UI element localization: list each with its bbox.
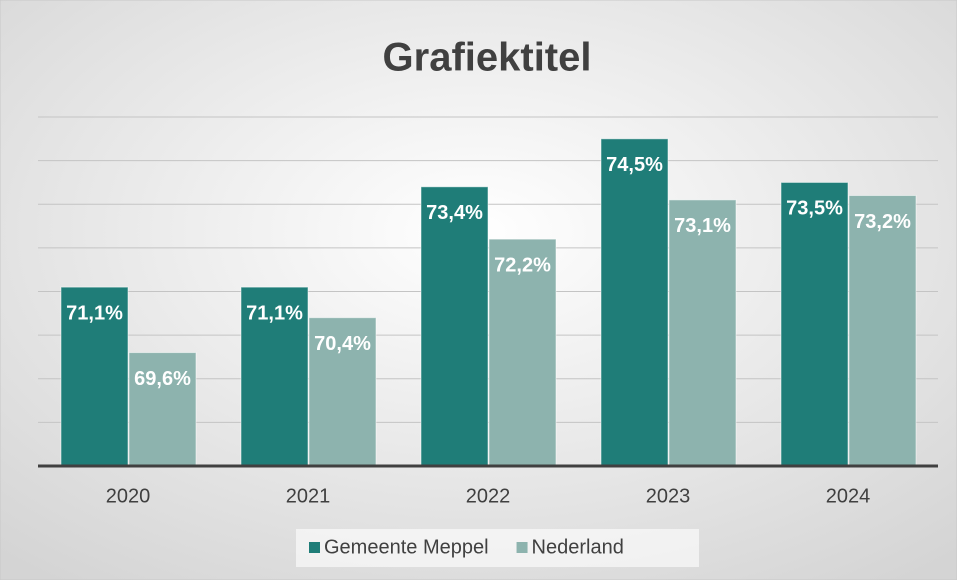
data-label: 73,4% [426,202,483,224]
data-label: 73,5% [786,198,843,220]
bar [240,286,309,467]
data-label: 69,6% [134,368,191,390]
data-label: 73,2% [854,211,911,233]
bar [420,186,489,467]
bar [848,195,917,467]
x-tick-label: 2022 [466,485,511,507]
data-label: 70,4% [314,333,371,355]
legend-label: Nederland [532,536,624,558]
legend-box [296,529,699,567]
bar [60,286,129,467]
data-label: 71,1% [246,302,303,324]
x-tick-label: 2024 [826,485,871,507]
data-label: 72,2% [494,254,551,276]
bar [488,238,557,467]
x-tick-label: 2020 [106,485,151,507]
x-tick-label: 2021 [286,485,331,507]
legend-label: Gemeente Meppel [324,536,489,558]
bar [128,352,197,467]
x-tick-label: 2023 [646,485,691,507]
data-label: 74,5% [606,154,663,176]
data-label: 71,1% [66,302,123,324]
bar [668,199,737,467]
legend-swatch [516,542,528,553]
data-label: 73,1% [674,215,731,237]
bar [780,181,849,467]
bar [600,138,669,467]
legend-swatch [309,542,320,553]
bar [308,317,377,467]
chart-title: Grafiektitel [383,36,592,80]
